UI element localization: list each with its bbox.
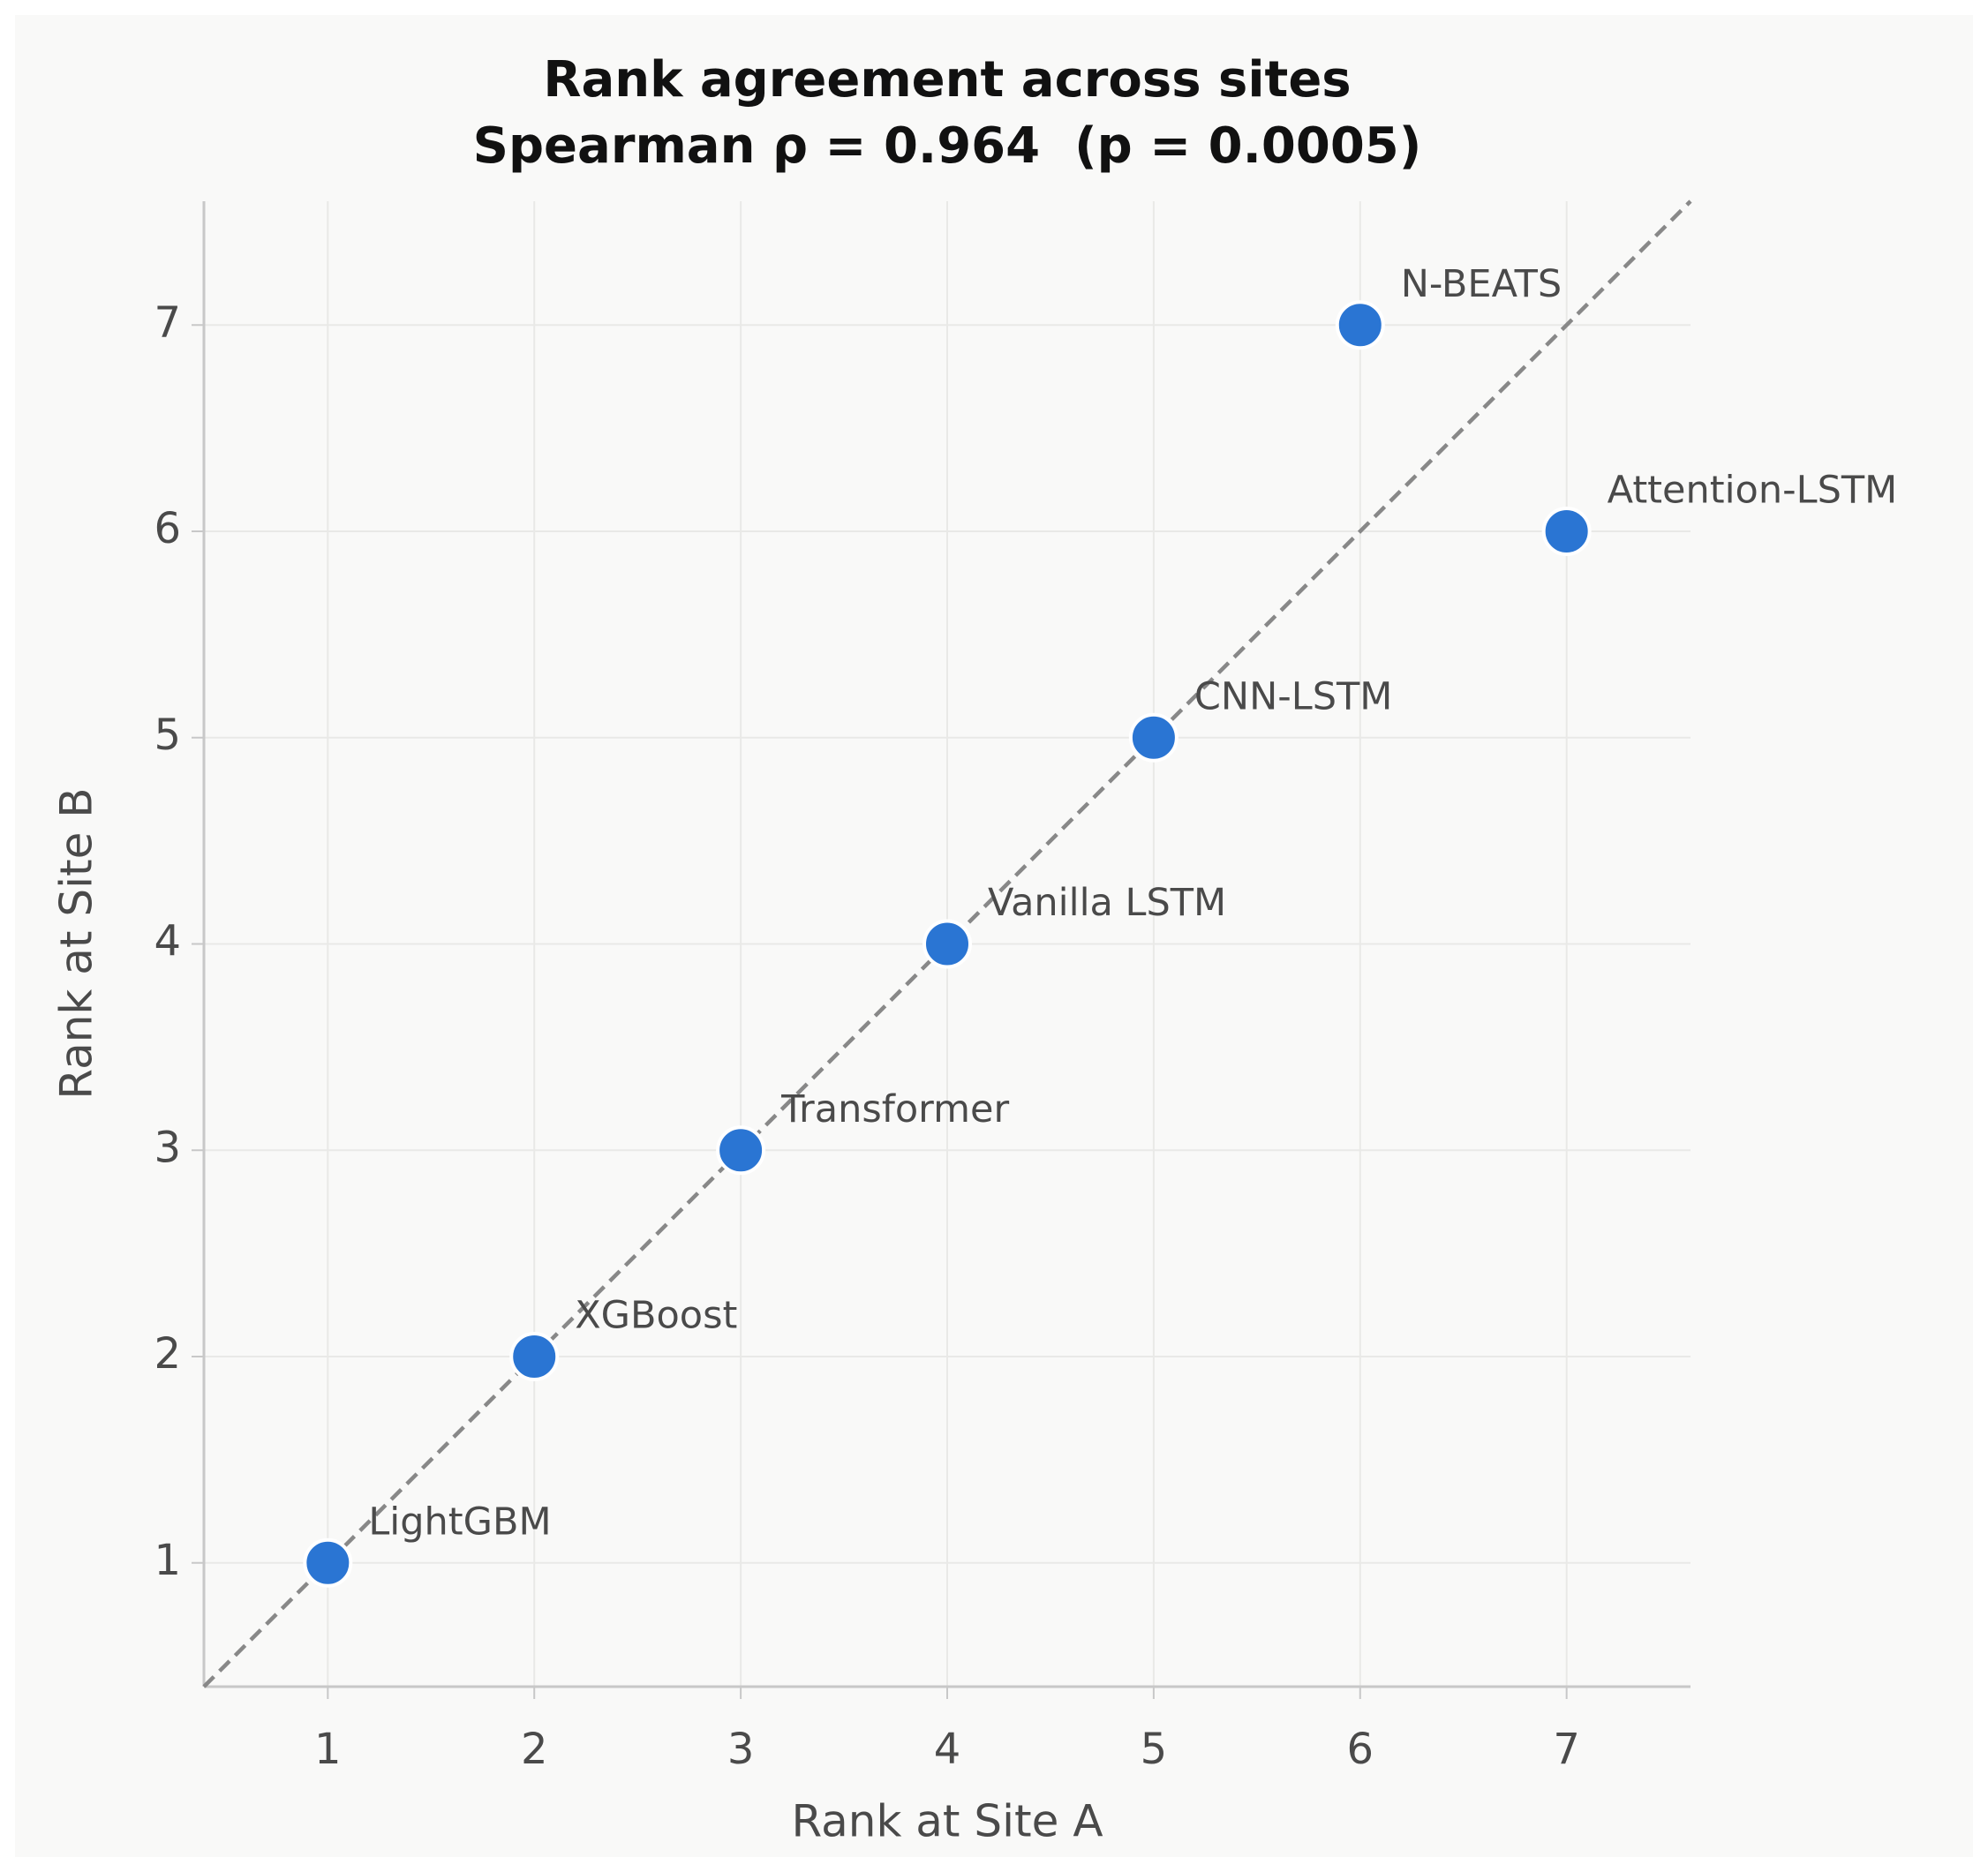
point-label: Transformer xyxy=(780,1087,1009,1131)
point xyxy=(1541,507,1592,556)
x-axis-label: Rank at Site A xyxy=(791,1796,1103,1847)
point-label: N-BEATS xyxy=(1401,262,1562,306)
point xyxy=(303,1537,353,1588)
point xyxy=(922,919,972,969)
point xyxy=(509,1332,560,1381)
chart-subtitle: Spearman ρ = 0.964 (p = 0.0005) xyxy=(473,117,1422,175)
x-tick-label: 4 xyxy=(934,1725,961,1774)
y-tick-label: 4 xyxy=(154,917,181,966)
point xyxy=(1128,712,1178,763)
point-label: CNN-LSTM xyxy=(1194,674,1393,718)
y-tick-label: 1 xyxy=(154,1536,181,1585)
y-tick-label: 7 xyxy=(154,297,181,347)
y-tick-label: 5 xyxy=(154,710,181,760)
y-tick-label: 6 xyxy=(154,504,181,553)
point-label: XGBoost xyxy=(575,1294,737,1338)
background xyxy=(15,15,1973,1857)
point-label: Vanilla LSTM xyxy=(988,881,1226,925)
y-tick-label: 2 xyxy=(154,1329,181,1379)
chart-title: Rank agreement across sites xyxy=(543,51,1351,109)
y-tick-label: 3 xyxy=(154,1123,181,1172)
point-label: LightGBM xyxy=(368,1500,551,1544)
x-tick-label: 3 xyxy=(727,1725,755,1774)
x-tick-label: 5 xyxy=(1141,1725,1168,1774)
x-tick-label: 6 xyxy=(1347,1725,1374,1774)
x-tick-label: 1 xyxy=(314,1725,342,1774)
y-axis-label: Rank at Site B xyxy=(51,787,102,1099)
point xyxy=(1335,300,1385,350)
point-label: Attention-LSTM xyxy=(1608,469,1898,513)
x-tick-label: 7 xyxy=(1553,1725,1580,1774)
x-tick-label: 2 xyxy=(521,1725,548,1774)
point xyxy=(716,1125,766,1176)
